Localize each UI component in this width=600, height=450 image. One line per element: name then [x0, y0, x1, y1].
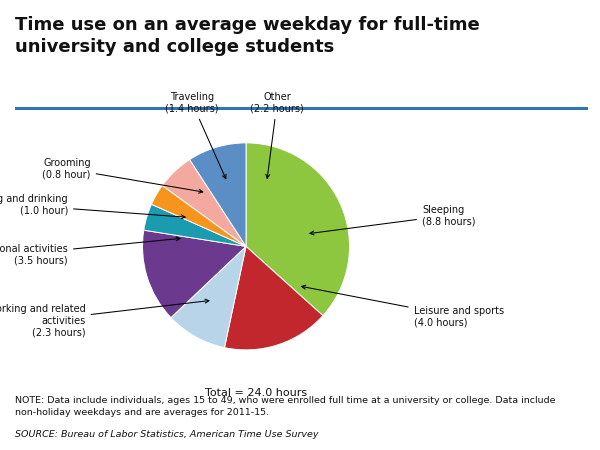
Wedge shape [151, 185, 246, 247]
Wedge shape [162, 160, 246, 247]
Wedge shape [190, 143, 246, 247]
Text: Traveling
(1.4 hours): Traveling (1.4 hours) [166, 92, 226, 179]
Text: Sleeping
(8.8 hours): Sleeping (8.8 hours) [310, 204, 475, 235]
Text: Working and related
activities
(2.3 hours): Working and related activities (2.3 hour… [0, 299, 209, 338]
Wedge shape [224, 247, 323, 350]
Text: Eating and drinking
(1.0 hour): Eating and drinking (1.0 hour) [0, 194, 185, 219]
Wedge shape [144, 204, 246, 247]
Wedge shape [143, 230, 246, 318]
Text: Total = 24.0 hours: Total = 24.0 hours [205, 388, 307, 398]
Text: Leisure and sports
(4.0 hours): Leisure and sports (4.0 hours) [302, 285, 504, 328]
Text: Educational activities
(3.5 hours): Educational activities (3.5 hours) [0, 237, 180, 266]
Text: NOTE: Data include individuals, ages 15 to 49, who were enrolled full time at a : NOTE: Data include individuals, ages 15 … [15, 396, 556, 417]
Text: Time use on an average weekday for full-time
university and college students: Time use on an average weekday for full-… [15, 16, 480, 56]
Text: Other
(2.2 hours): Other (2.2 hours) [250, 92, 304, 178]
Wedge shape [171, 247, 246, 347]
Wedge shape [246, 143, 349, 315]
Text: Grooming
(0.8 hour): Grooming (0.8 hour) [43, 158, 203, 193]
Text: SOURCE: Bureau of Labor Statistics, American Time Use Survey: SOURCE: Bureau of Labor Statistics, Amer… [15, 430, 319, 439]
